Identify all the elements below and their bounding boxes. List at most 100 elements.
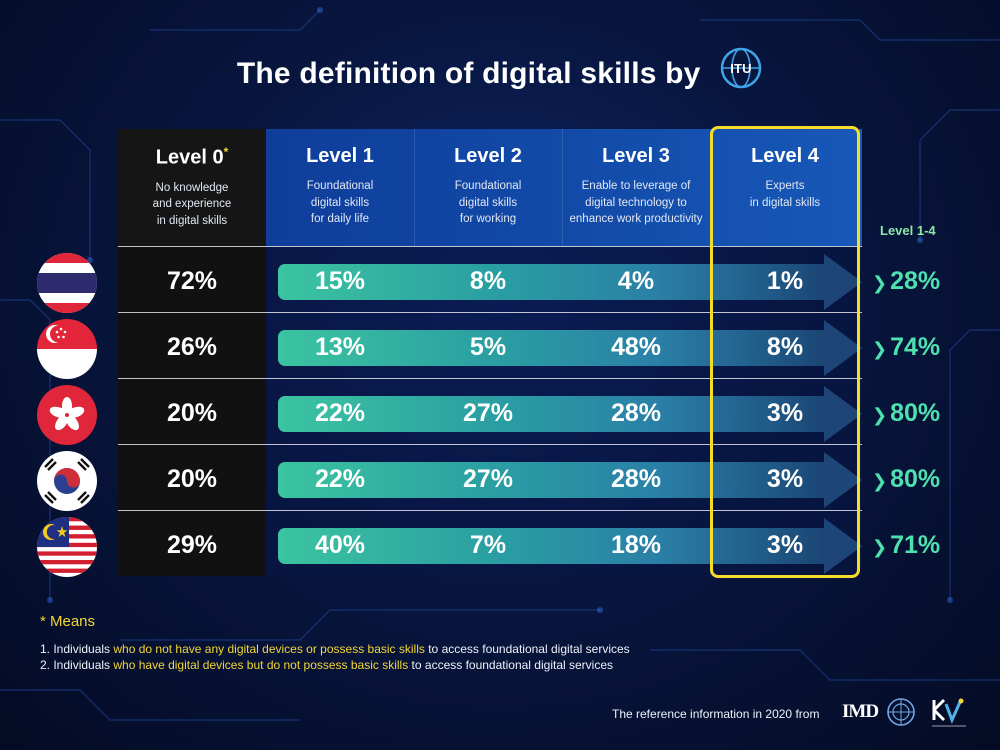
- singapore-flag: [37, 319, 97, 379]
- partner-logo: [928, 696, 968, 735]
- footnote-highlight: who do not have any digital devices or p…: [113, 642, 425, 656]
- row-bar-arrow: [824, 320, 862, 376]
- reference-note: The reference information in 2020 from: [612, 707, 820, 721]
- cell-malaysia-level2: 7%: [469, 531, 507, 559]
- level4-label: Level 4: [751, 145, 819, 167]
- cell-malaysia-level4: 3%: [766, 531, 804, 559]
- row-bar-arrow: [824, 452, 862, 508]
- footnote-text: to access foundational digital services: [408, 658, 613, 672]
- total-korea-value: 80%: [890, 465, 941, 493]
- header-level3: Level 3 Enable to leverage of digital te…: [562, 129, 710, 246]
- cell-malaysia-level3: 18%: [610, 531, 662, 559]
- total-column-label: Level 1-4: [880, 223, 936, 238]
- itu-logo: ITU: [719, 46, 763, 98]
- thailand-flag: [37, 253, 97, 313]
- total-malaysia-value: 71%: [890, 531, 941, 559]
- level4-highlight-frame: [710, 126, 860, 578]
- cell-malaysia-level0: 29%: [166, 531, 218, 559]
- itu-logo-text: ITU: [730, 61, 752, 76]
- level1-desc-line: digital skills: [310, 196, 370, 209]
- cell-thailand-level1: 15%: [314, 267, 366, 295]
- cell-thailand-level0: 72%: [166, 267, 218, 295]
- level4-desc-line: in digital skills: [749, 196, 821, 209]
- cell-thailand-level3: 4%: [617, 267, 655, 295]
- cell-korea-level1: 22%: [314, 465, 366, 493]
- row-bar-arrow: [824, 518, 862, 574]
- un-logo: [886, 697, 916, 732]
- level4-desc-line: Experts: [765, 180, 805, 192]
- column-divider: [562, 129, 563, 246]
- level2-desc-line: for working: [459, 213, 517, 225]
- hongkong-flag: [37, 385, 97, 445]
- cell-singapore-level3: 48%: [610, 333, 662, 361]
- row-bg-level0: [118, 510, 266, 576]
- footnote-item-1: 1. Individuals who do not have any digit…: [40, 642, 630, 656]
- level0-desc-line: and experience: [152, 198, 232, 211]
- level3-label: Level 3: [602, 145, 670, 167]
- footnote-highlight: who have digital devices but do not poss…: [113, 658, 409, 672]
- level0-desc-line: No knowledge: [155, 181, 229, 194]
- level2-desc-line: digital skills: [458, 196, 518, 209]
- cell-hongkong-level1: 22%: [314, 399, 366, 427]
- row-bg-level0: [118, 378, 266, 444]
- total-hongkong: ❯ 80%: [872, 399, 941, 427]
- row-bar-arrow: [824, 254, 862, 310]
- cell-singapore-level0: 26%: [166, 333, 218, 361]
- level0-label: Level 0: [155, 146, 224, 169]
- row-bar: [278, 528, 824, 564]
- level3-desc-line: Enable to leverage of: [581, 180, 691, 192]
- row-bar: [278, 396, 824, 432]
- level1-label: Level 1: [306, 145, 374, 167]
- cell-thailand-level4: 1%: [766, 267, 804, 295]
- total-malaysia: ❯ 71%: [872, 531, 941, 559]
- total-thailand-value: 28%: [890, 267, 941, 295]
- malaysia-flag: [37, 517, 97, 577]
- total-korea: ❯ 80%: [872, 465, 941, 493]
- header-level4: Level 4 Experts in digital skills: [710, 129, 860, 246]
- cell-hongkong-level4: 3%: [766, 399, 804, 427]
- level3-desc-line: enhance work productivity: [569, 213, 703, 225]
- total-singapore: ❯ 74%: [872, 333, 941, 361]
- cell-singapore-level4: 8%: [766, 333, 804, 361]
- cell-korea-level3: 28%: [610, 465, 662, 493]
- cell-hongkong-level3: 28%: [610, 399, 662, 427]
- level2-label: Level 2: [454, 145, 522, 167]
- korea-flag: [37, 451, 97, 511]
- footnote-text: 2. Individuals: [40, 658, 114, 672]
- header-level2: Level 2 Foundational digital skills for …: [414, 129, 562, 246]
- row-bg-level0: [118, 246, 266, 312]
- footnote-item-2: 2. Individuals who have digital devices …: [40, 658, 613, 672]
- cell-malaysia-level1: 40%: [314, 531, 366, 559]
- row-bar: [278, 330, 824, 366]
- cell-korea-level2: 27%: [462, 465, 514, 493]
- cell-korea-level0: 20%: [166, 465, 218, 493]
- cell-thailand-level2: 8%: [469, 267, 507, 295]
- cell-hongkong-level0: 20%: [166, 399, 218, 427]
- level2-desc-line: Foundational: [454, 180, 522, 192]
- page-title: The definition of digital skills by ITU: [0, 47, 1000, 98]
- row-bar-arrow: [824, 386, 862, 442]
- cell-singapore-level2: 5%: [469, 333, 507, 361]
- header-level1: Level 1 Foundational digital skills for …: [266, 129, 414, 246]
- total-thailand: ❯ 28%: [872, 267, 941, 295]
- level0-desc-line: in digital skills: [156, 214, 228, 227]
- cell-singapore-level1: 13%: [314, 333, 366, 361]
- level0-header-bg: [118, 129, 266, 246]
- imd-logo: IMD: [842, 701, 879, 722]
- row-bar: [278, 462, 824, 498]
- levels-header-bg: [266, 129, 862, 246]
- level1-desc-line: Foundational: [306, 180, 374, 192]
- total-singapore-value: 74%: [890, 333, 941, 361]
- title-text: The definition of digital skills by: [236, 56, 701, 90]
- level1-desc-line: for daily life: [310, 213, 370, 225]
- row-bar: [278, 264, 824, 300]
- row-bg-level0: [118, 312, 266, 378]
- header-level0: Level 0* No knowledge and experience in …: [118, 129, 266, 246]
- row-bg-level0: [118, 444, 266, 510]
- footnote-marker: *: [223, 145, 229, 159]
- cell-hongkong-level2: 27%: [462, 399, 514, 427]
- total-hongkong-value: 80%: [890, 399, 941, 427]
- cell-korea-level4: 3%: [766, 465, 804, 493]
- footnote-title: * Means: [40, 613, 96, 630]
- level3-desc-line: digital technology to: [585, 196, 687, 209]
